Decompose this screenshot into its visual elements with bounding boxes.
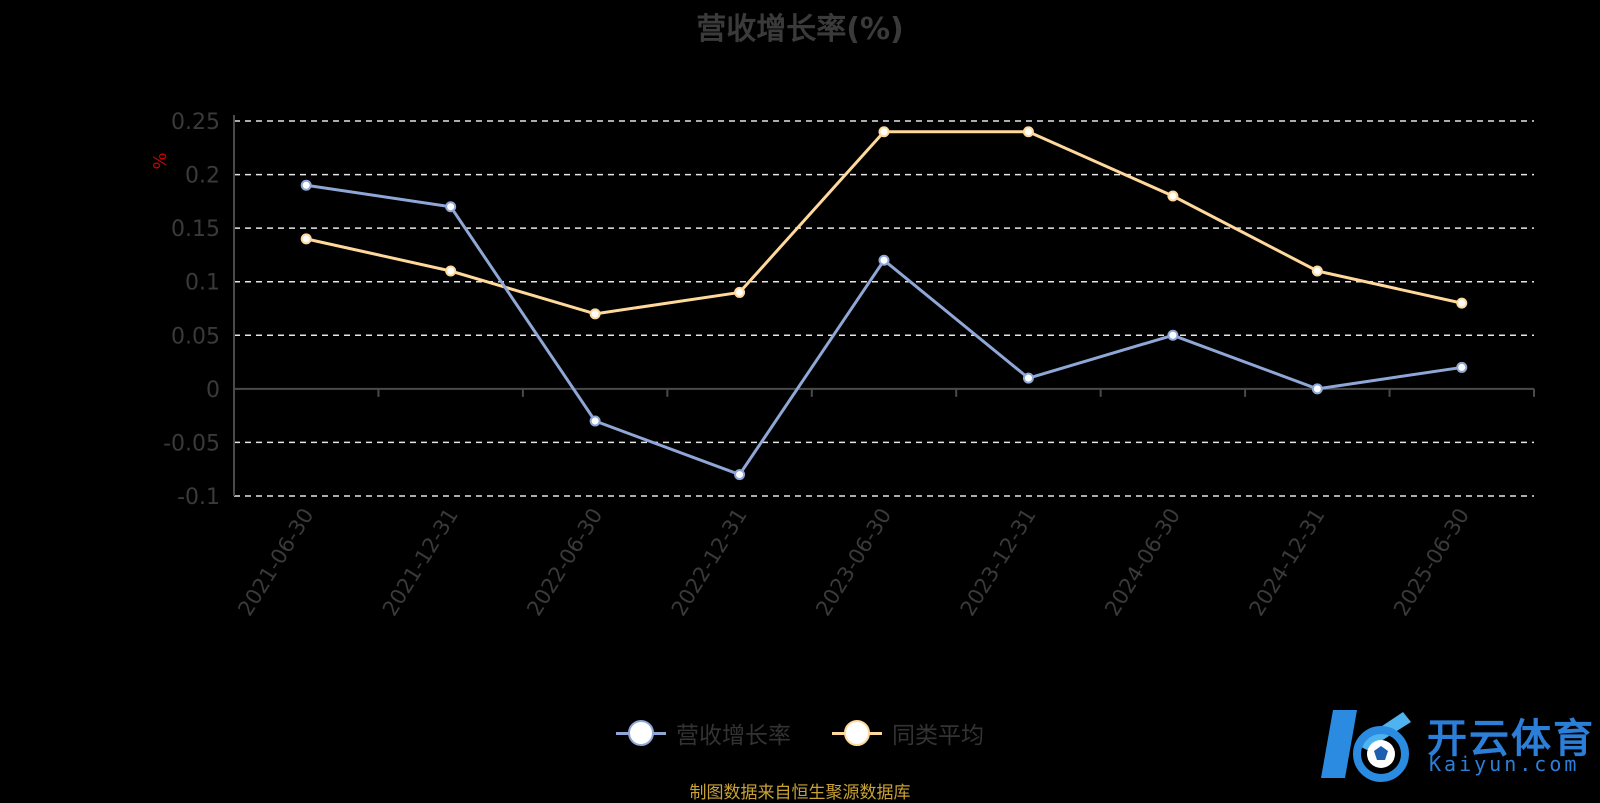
- legend-label-series-2: 同类平均: [892, 723, 985, 749]
- data-point-series-1: [1456, 361, 1468, 373]
- data-point-series-1: [300, 179, 312, 191]
- y-tick-label: 0.25: [171, 110, 220, 135]
- y-tick-label: 0.1: [185, 271, 220, 296]
- y-tick-label: 0.2: [185, 164, 220, 189]
- brand-name-en: Kaiyun.com: [1429, 752, 1580, 776]
- x-tick-label: 2021-06-30: [233, 504, 318, 620]
- x-tick-label: 2023-12-31: [956, 504, 1041, 620]
- x-tick-label: 2024-12-31: [1245, 504, 1330, 620]
- x-tick-label: 2023-06-30: [811, 504, 896, 620]
- data-point-series-2: [1456, 297, 1468, 309]
- y-tick-label: 0: [206, 378, 220, 403]
- legend-swatch-series-2: [832, 720, 883, 746]
- y-axis-label: %: [150, 152, 171, 169]
- legend-swatch-series-1: [615, 720, 666, 746]
- series-line-2: [305, 130, 1463, 316]
- x-tick-label: 2022-12-31: [667, 504, 752, 620]
- chart-title: 营收增长率(%): [696, 12, 904, 47]
- data-point-series-1: [1022, 372, 1034, 384]
- x-tick-label: 2025-06-30: [1389, 504, 1474, 620]
- legend-label-series-1: 营收增长率: [675, 723, 791, 749]
- data-point-series-2: [300, 233, 312, 245]
- legend-item-series-1[interactable]: 营收增长率: [615, 716, 791, 750]
- legend: 营收增长率 同类平均: [0, 716, 1600, 750]
- y-tick-label: -0.05: [163, 431, 220, 456]
- brand-logo[interactable]: 开云体育 Kaiyun.com: [1315, 700, 1595, 790]
- x-tick-label: 2022-06-30: [522, 504, 607, 620]
- data-point-series-1: [1311, 383, 1323, 395]
- x-tick-label: 2024-06-30: [1100, 504, 1185, 620]
- data-point-series-1: [1167, 329, 1179, 341]
- data-point-series-2: [1311, 265, 1323, 277]
- data-point-series-2: [878, 126, 890, 138]
- data-point-series-2: [734, 286, 746, 298]
- data-point-series-1: [878, 254, 890, 266]
- brand-name-cn: 开云体育: [1427, 716, 1595, 762]
- x-tick-label: 2021-12-31: [378, 504, 463, 620]
- data-point-series-2: [589, 308, 601, 320]
- data-point-series-2: [1167, 190, 1179, 202]
- y-tick-label: 0.15: [171, 217, 220, 242]
- brand-mark-icon: [1321, 710, 1411, 782]
- legend-item-series-2[interactable]: 同类平均: [832, 716, 984, 750]
- y-tick-label: -0.1: [177, 485, 220, 510]
- data-point-series-1: [734, 469, 746, 481]
- data-point-series-2: [1022, 126, 1034, 138]
- data-point-series-1: [589, 415, 601, 427]
- data-point-series-1: [445, 201, 457, 213]
- y-tick-label: 0.05: [171, 324, 220, 349]
- data-point-series-2: [445, 265, 457, 277]
- data-source-note: 制图数据来自恒生聚源数据库: [689, 783, 911, 803]
